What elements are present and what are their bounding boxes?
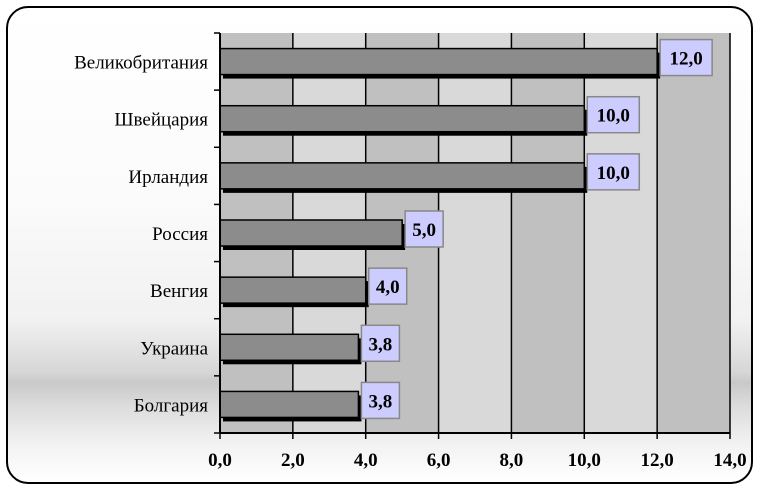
category-label: Болгария [134,395,209,416]
data-label-box [586,95,641,134]
data-label-box [360,381,401,420]
data-label-box [586,153,641,191]
bar [219,162,586,190]
x-tick-label: 4,0 [354,450,378,471]
x-tick-label: 0,0 [208,450,232,471]
category-label: Швейцария [114,110,208,131]
data-label: 5,0 [412,220,436,241]
data-label: 10,0 [597,106,630,127]
x-tick-label: 8,0 [500,450,524,471]
x-tick-label: 12,0 [641,450,674,471]
bars [219,47,661,422]
plot-area [220,33,730,433]
bar [219,47,658,76]
data-label-box [404,210,444,248]
x-tick-label: 2,0 [281,450,305,471]
x-tick-label: 10,0 [568,450,601,471]
data-label-box [659,38,713,77]
category-label: Великобритания [74,53,208,74]
plot-band [584,33,658,433]
data-label: 10,0 [597,163,630,184]
chart-frame: Великобритания Швейцария Ирландия Россия Вен… [6,6,753,484]
bar [219,390,360,419]
data-label: 3,8 [369,391,393,412]
data-label: 3,8 [369,334,393,355]
category-label: Ирландия [128,167,208,188]
data-label: 12,0 [670,49,703,70]
data-label-box [360,324,401,363]
x-tick-label: 14,0 [713,450,746,471]
bar [219,104,586,133]
data-label-box [367,267,408,305]
category-label: Украина [140,338,208,359]
x-tick-labels: 0,0 2,0 4,0 6,0 8,0 10,0 12,0 14,0 [208,450,747,471]
bar-chart: Великобритания Швейцария Ирландия Россия Вен… [74,32,747,471]
category-labels: Великобритания Швейцария Ирландия Россия Вен… [74,53,208,417]
category-label: Венгия [150,281,208,302]
category-label: Россия [152,224,208,245]
bar [219,276,367,304]
bar [219,333,360,362]
plot-band [438,33,512,433]
data-label: 4,0 [376,277,400,298]
plot-band [657,33,730,433]
axes [214,32,731,439]
bar [219,219,403,247]
plot-band [511,33,585,433]
x-tick-label: 6,0 [427,450,451,471]
data-labels: 12,0 10,0 10,0 5,0 4,0 3,8 3,8 [360,38,713,420]
